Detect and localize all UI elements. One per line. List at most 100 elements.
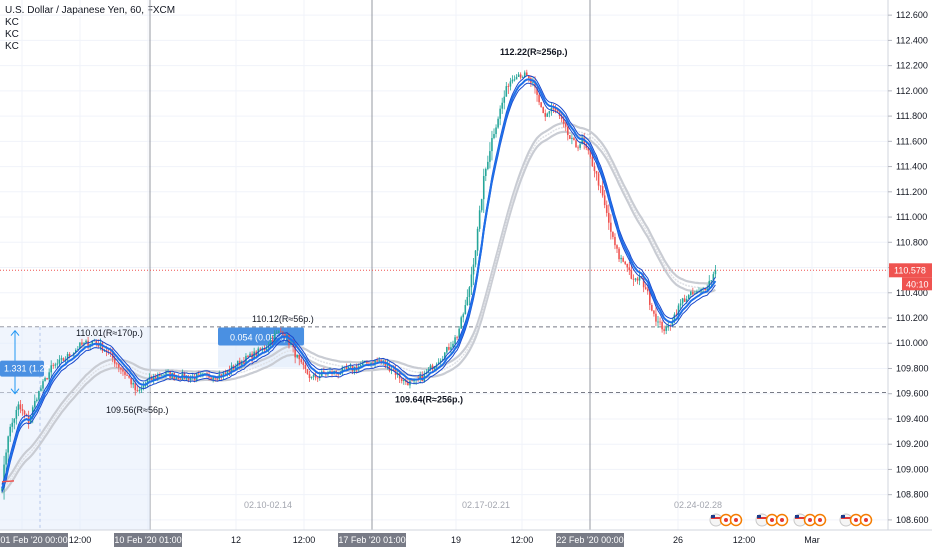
candle-body <box>491 138 493 152</box>
fast-keltner-band <box>1 74 717 493</box>
candle-body <box>23 410 26 415</box>
annotation-label: 110.12(R≈56p.) <box>252 314 314 324</box>
measure-label-1: 1.331 (1.23%) <box>4 364 61 374</box>
flag-canton-icon <box>757 515 761 518</box>
candle-body <box>77 349 79 350</box>
candle-body <box>243 361 245 364</box>
candle-body <box>505 86 508 97</box>
indicator-kc-2[interactable]: KC <box>5 29 19 40</box>
candle-body <box>624 261 626 264</box>
candle-body <box>34 401 36 408</box>
candle-body <box>239 360 241 366</box>
candle-body <box>62 358 65 361</box>
candle-body <box>95 340 98 343</box>
time-tick-label: Mar <box>804 535 820 545</box>
fast-band-lower <box>1 82 716 493</box>
candle-body <box>591 156 594 167</box>
candle-body <box>87 340 89 347</box>
candle-body <box>52 365 55 367</box>
candle-body <box>601 186 604 196</box>
candle-body <box>581 138 583 145</box>
flag-stripe-icon <box>757 517 767 519</box>
flag-stripe-icon <box>795 517 805 519</box>
candle-body <box>687 294 690 300</box>
candle-body <box>19 404 22 410</box>
candle-body <box>81 342 83 345</box>
candle-body <box>618 248 620 260</box>
candle-body <box>448 347 450 350</box>
candle-body <box>380 360 383 363</box>
candle-body <box>538 94 540 103</box>
candle-body <box>306 368 309 375</box>
candle-body <box>593 166 596 172</box>
candle-body <box>542 107 544 114</box>
candle-body <box>548 111 551 114</box>
candle-body <box>661 321 663 330</box>
week-label: 02.10-02.14 <box>244 500 292 510</box>
candle-body <box>523 72 526 78</box>
price-tick-label: 108.800 <box>896 490 929 500</box>
fast-band-mid <box>1 78 717 489</box>
indicator-kc-1[interactable]: KC <box>5 17 19 28</box>
time-tick-highlight <box>114 533 182 547</box>
candle-body <box>458 328 460 338</box>
candle-body <box>3 464 5 489</box>
candle-body <box>597 173 600 186</box>
candle-body <box>200 373 202 375</box>
candle-body <box>140 387 143 391</box>
price-tick-label: 112.200 <box>896 61 928 71</box>
candle-body <box>610 222 612 232</box>
candle-body <box>175 376 178 379</box>
time-tick-label: 01 Feb '20 00:00 <box>0 535 67 545</box>
candle-body <box>575 140 577 148</box>
candle-body <box>673 314 676 323</box>
candle-body <box>66 354 69 360</box>
candle-body <box>536 87 538 95</box>
candle-body <box>85 340 87 343</box>
candle-body <box>612 231 614 237</box>
candle-body <box>280 331 282 333</box>
symbol-title[interactable]: U.S. Dollar / Japanese Yen, 60, FXCM <box>5 5 176 16</box>
indicator-kc-3[interactable]: KC <box>5 41 19 52</box>
candle-body <box>253 351 255 360</box>
candle-body <box>390 369 393 371</box>
candle-body <box>653 310 655 314</box>
candle-body <box>472 264 475 275</box>
candle-body <box>692 291 694 295</box>
price-tick-label: 111.800 <box>896 111 927 121</box>
candle-body <box>93 340 96 342</box>
candle-body <box>183 372 186 379</box>
candle-body <box>212 377 214 380</box>
price-tick-label: 110.000 <box>896 338 928 348</box>
candle-body <box>429 365 432 370</box>
candle-body <box>388 364 391 371</box>
candle-body <box>359 365 362 367</box>
candle-body <box>161 374 163 376</box>
annotation-label: 109.56(R≈56p.) <box>106 405 168 415</box>
candle-body <box>710 280 713 282</box>
candle-body <box>497 118 499 128</box>
candle-body <box>1 488 3 491</box>
candle-body <box>511 79 514 82</box>
candle-body <box>569 135 571 139</box>
candle-body <box>431 365 434 370</box>
candle-body <box>68 354 71 357</box>
candle-body <box>376 360 378 362</box>
candle-body <box>509 81 512 87</box>
candle-body <box>298 354 301 360</box>
candle-body <box>374 360 376 365</box>
price-tick-label: 109.400 <box>896 414 929 424</box>
candle-body <box>501 102 503 109</box>
time-tick-highlight <box>556 533 624 547</box>
candle-body <box>120 367 122 370</box>
candle-body <box>113 358 116 364</box>
price-tick-label: 112.600 <box>896 10 928 20</box>
candle-body <box>507 86 510 87</box>
candle-body <box>620 257 622 260</box>
candle-body <box>345 366 348 370</box>
candle-body <box>534 81 536 88</box>
week-label: 02.17-02.21 <box>462 500 510 510</box>
candle-body <box>462 314 465 318</box>
event-dot-center-icon <box>780 518 784 522</box>
